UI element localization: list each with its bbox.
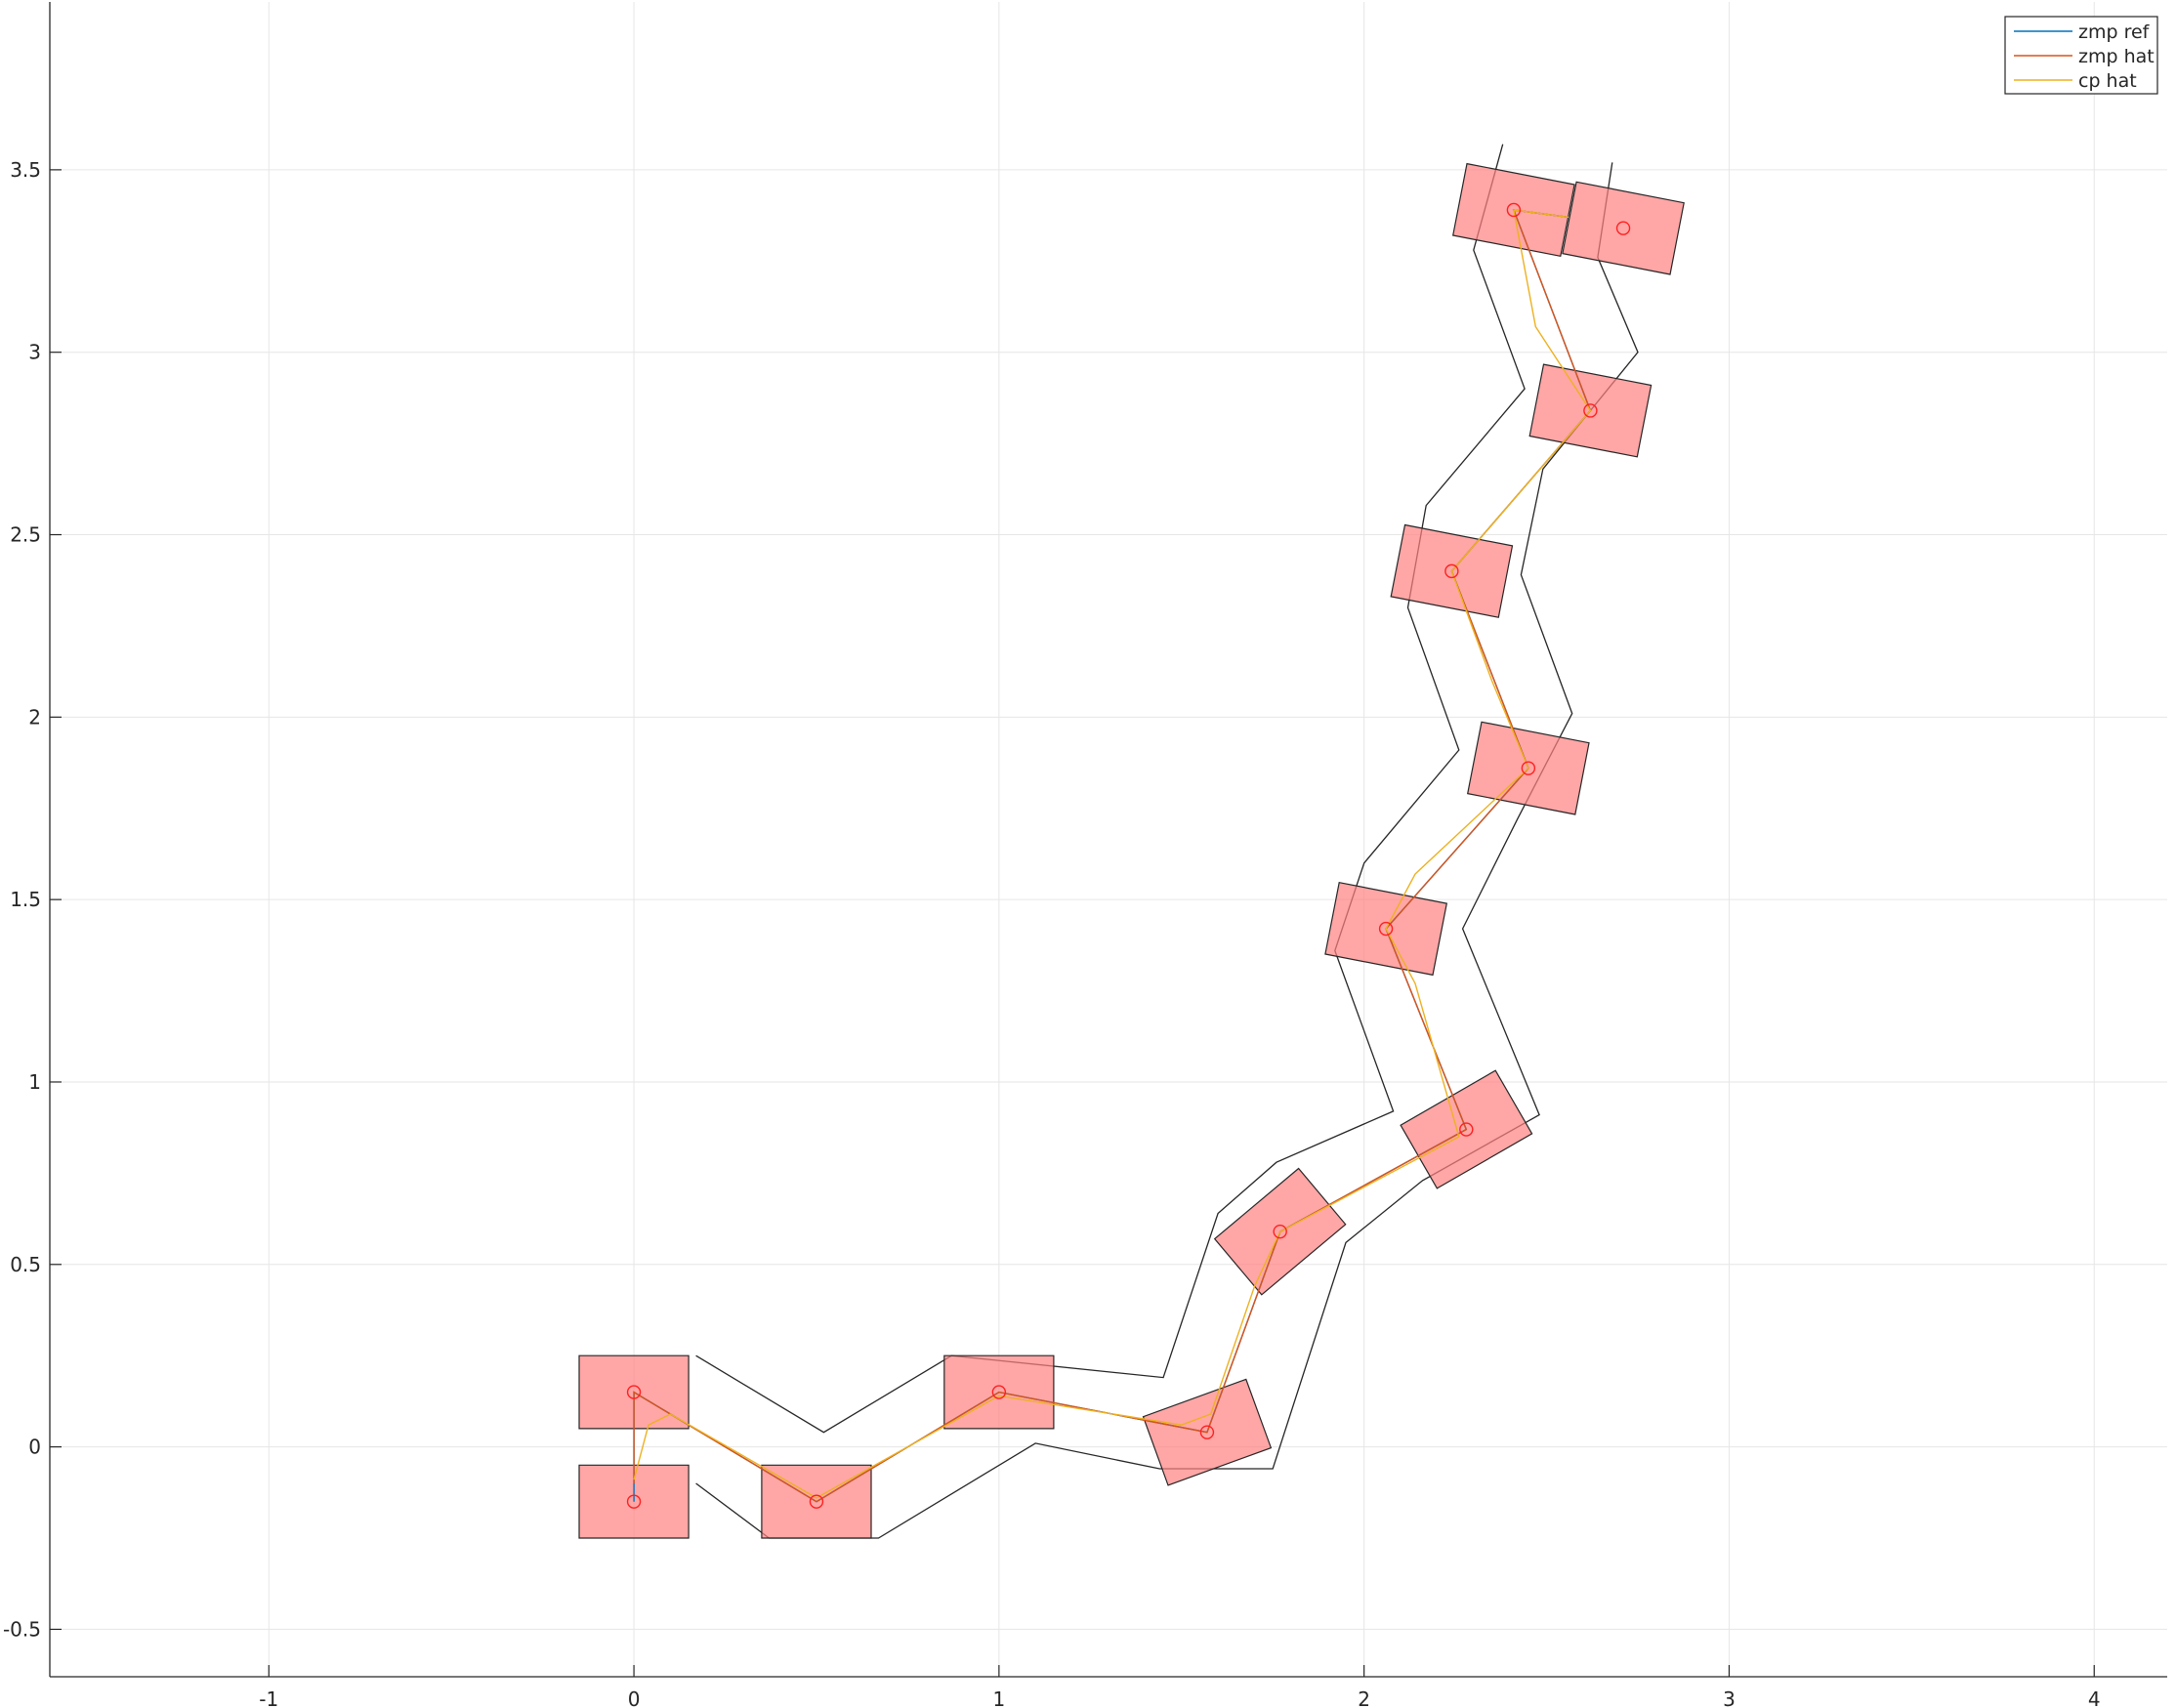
x-tick-label: -1 bbox=[259, 1687, 278, 1708]
legend-label: cp hat bbox=[2078, 70, 2137, 92]
x-tick-label: 2 bbox=[1358, 1687, 1370, 1708]
zmp-marker bbox=[1444, 563, 1459, 579]
zmp-marker bbox=[991, 1385, 1007, 1399]
zmp-marker bbox=[1506, 202, 1522, 218]
y-axis-ticks: -0.5 0 0.5 1 1.5 2 2.5 3 3.5 bbox=[3, 158, 62, 1641]
y-tick-label: 2.5 bbox=[10, 523, 41, 547]
grid-lines bbox=[50, 2, 2167, 1677]
y-tick-label: 1.5 bbox=[10, 888, 41, 911]
y-tick-label: -0.5 bbox=[3, 1617, 41, 1641]
zmp-marker bbox=[1583, 403, 1598, 418]
zmp-markers bbox=[626, 202, 1631, 1509]
zmp-marker bbox=[1273, 1224, 1287, 1239]
y-tick-label: 0.5 bbox=[10, 1253, 41, 1276]
x-axis-ticks: -1 0 1 2 3 4 bbox=[259, 1665, 2101, 1708]
x-tick-label: 0 bbox=[628, 1687, 641, 1708]
zmp-marker bbox=[1521, 761, 1536, 775]
y-tick-label: 0 bbox=[28, 1436, 41, 1459]
zmp-marker bbox=[1378, 921, 1394, 937]
zmp-marker bbox=[809, 1494, 824, 1509]
axes-background bbox=[50, 2, 2167, 1677]
cp-hat-line bbox=[633, 209, 1592, 1499]
axes-lines bbox=[49, 2, 2167, 1678]
y-tick-label: 1 bbox=[28, 1070, 41, 1094]
y-tick-label: 3 bbox=[28, 341, 41, 364]
zmp-marker bbox=[626, 1494, 642, 1509]
legend-label: zmp ref bbox=[2078, 21, 2151, 43]
x-tick-label: 4 bbox=[2088, 1687, 2101, 1708]
footprint bbox=[1562, 181, 1685, 275]
trajectories bbox=[633, 209, 1592, 1503]
zmp-marker bbox=[626, 1385, 642, 1399]
y-tick-label: 2 bbox=[28, 705, 41, 729]
x-tick-label: 3 bbox=[1723, 1687, 1736, 1708]
y-tick-label: 3.5 bbox=[10, 158, 41, 182]
zmp-marker bbox=[1615, 221, 1631, 235]
legend: zmp ref zmp hat cp hat bbox=[2004, 16, 2158, 95]
x-tick-label: 1 bbox=[992, 1687, 1005, 1708]
zmp-marker bbox=[1199, 1425, 1215, 1439]
zmp-marker bbox=[1459, 1122, 1474, 1137]
legend-label: zmp hat bbox=[2078, 46, 2155, 67]
